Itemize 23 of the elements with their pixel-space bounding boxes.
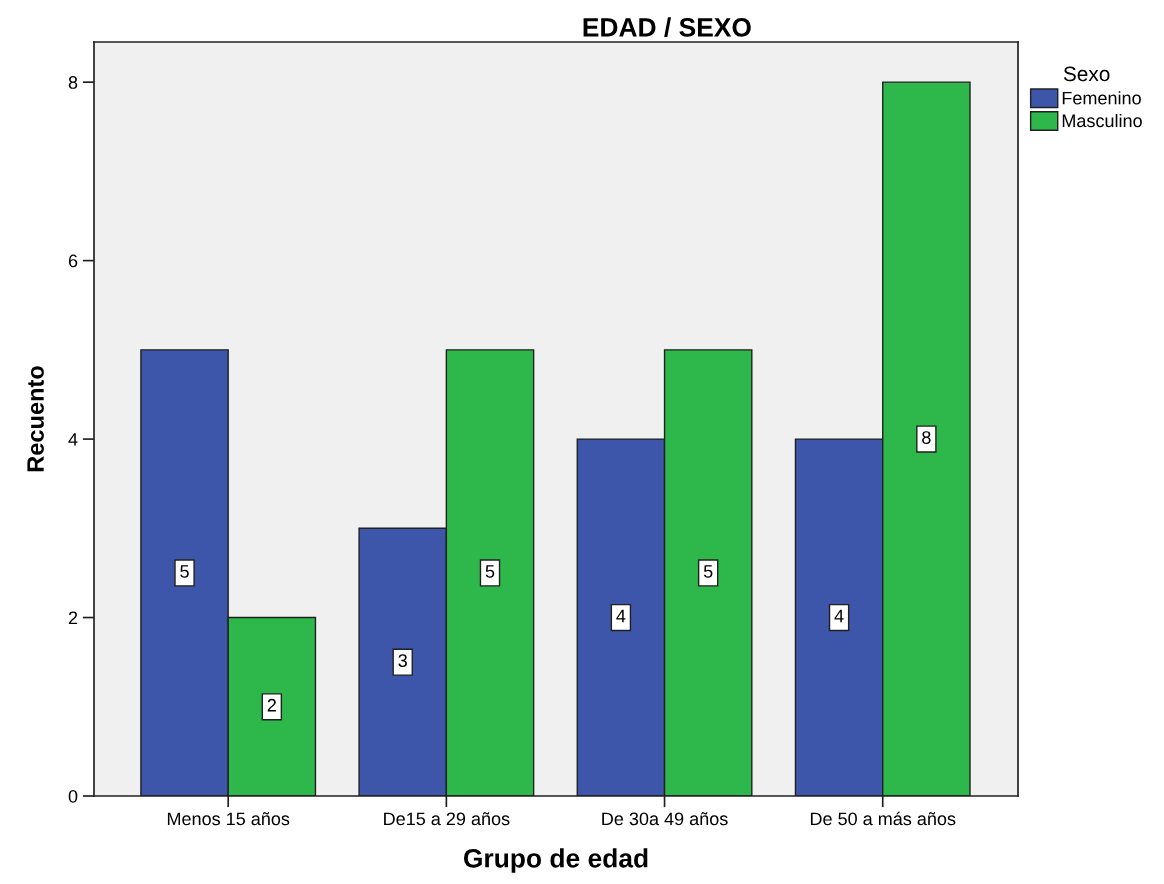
data-label: 5	[485, 565, 495, 578]
legend-label: Femenino	[1062, 91, 1141, 105]
x-tick-label: De 50 a más años	[810, 811, 956, 826]
x-tick-label: De 30a 49 años	[602, 812, 728, 826]
x-tick-label: De15 a 29 años	[384, 812, 510, 826]
y-tick-label: 2	[68, 611, 78, 625]
y-tick-label: 6	[68, 254, 78, 268]
data-label: 4	[616, 609, 626, 623]
data-label: 5	[703, 565, 713, 578]
x-tick-label: Menos 15 años	[167, 812, 290, 826]
chart-title: EDAD / SEXO	[583, 17, 751, 37]
y-tick-label: 0	[68, 789, 78, 803]
y-axis-title: Recuento	[27, 366, 44, 472]
legend-title: Sexo	[1063, 66, 1110, 82]
x-axis-title: Grupo de edad	[463, 848, 648, 873]
data-label: 3	[398, 654, 407, 667]
y-tick-label: 8	[68, 76, 78, 89]
legend-label: Masculino	[1062, 113, 1142, 128]
data-label: 8	[922, 431, 931, 444]
y-tick-label: 4	[68, 433, 78, 446]
data-label: 2	[267, 698, 276, 712]
data-label: 4	[834, 609, 844, 623]
data-label: 5	[180, 565, 189, 578]
